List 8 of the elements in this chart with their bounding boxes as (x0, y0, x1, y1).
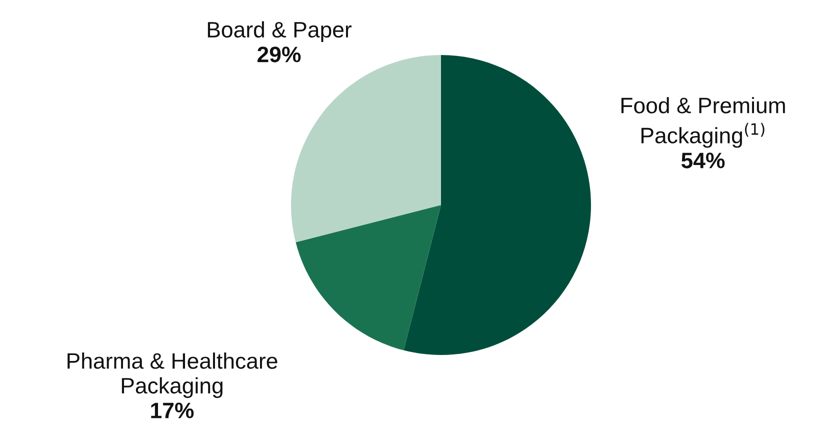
pie-slice (404, 55, 591, 355)
slice-label: Board & Paper (208, 21, 352, 42)
slice-label: Pharma & Healthcare Packaging (68, 352, 278, 398)
data-label: 29% (258, 46, 301, 62)
slice-label: Food & Premium Packaging$^{(1)}$ (621, 97, 785, 148)
data-label: 54% (681, 152, 725, 168)
data-label: 17% (151, 402, 194, 418)
pie-slice (296, 205, 441, 350)
